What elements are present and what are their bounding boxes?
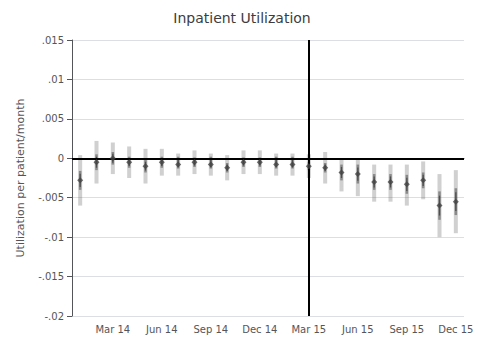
svg-text:Dec 15: Dec 15 xyxy=(438,324,473,335)
svg-text:Mar 15: Mar 15 xyxy=(291,324,326,335)
svg-text:Mar 14: Mar 14 xyxy=(95,324,130,335)
svg-text:Jun 15: Jun 15 xyxy=(341,324,374,335)
svg-text:Jun 14: Jun 14 xyxy=(145,324,178,335)
svg-text:-.02: -.02 xyxy=(44,311,64,322)
svg-text:.015: .015 xyxy=(42,35,64,46)
svg-text:.005: .005 xyxy=(42,113,64,124)
svg-text:-.015: -.015 xyxy=(38,271,64,282)
svg-text:Inpatient Utilization: Inpatient Utilization xyxy=(173,10,310,26)
svg-text:-.01: -.01 xyxy=(44,232,64,243)
svg-text:Sep 15: Sep 15 xyxy=(389,324,424,335)
svg-text:Dec 14: Dec 14 xyxy=(242,324,277,335)
svg-text:-.005: -.005 xyxy=(38,192,64,203)
svg-text:.01: .01 xyxy=(48,74,64,85)
svg-text:0: 0 xyxy=(58,153,64,164)
svg-text:Utilization per patient/month: Utilization per patient/month xyxy=(14,99,27,258)
svg-text:Sep 14: Sep 14 xyxy=(193,324,228,335)
